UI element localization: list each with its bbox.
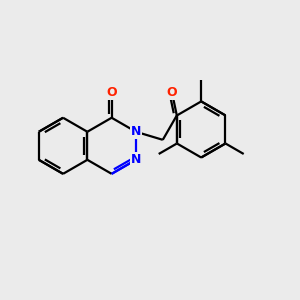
Text: N: N: [131, 153, 141, 166]
Text: O: O: [106, 86, 117, 99]
Text: N: N: [131, 125, 141, 138]
Text: O: O: [167, 86, 177, 99]
